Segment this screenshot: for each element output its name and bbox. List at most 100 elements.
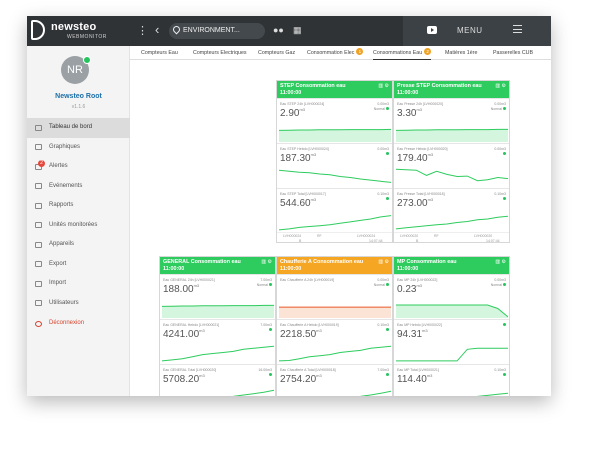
sensor-sparkline[interactable] [162,387,274,396]
user-name[interactable]: Newsteo Root [55,93,102,100]
sensor-value: 179.40m3 [397,152,433,164]
sensor-sparkline[interactable] [396,297,508,318]
sensor-row[interactable]: Eau MP Total [LVH000021] 114.40m3 0.10m3 [394,364,509,396]
sensor-row[interactable]: Eau STEP Hebdo [LVH000024] 187.30m3 0.00m3 [277,143,392,188]
tab-5[interactable]: Consommations Eau 2 [373,46,432,60]
menu-area: MENU [403,16,551,46]
tab-6[interactable]: Matières 1ère [445,46,477,60]
sidebar-item-3[interactable]: 2 Alertes [27,157,130,177]
sensor-sparkline[interactable] [279,297,391,318]
sensor-sparkline[interactable] [396,342,508,363]
sidebar-item-6[interactable]: Unités monitorées [27,216,130,236]
sensor-status: 7.00m3 Normal [257,278,272,288]
sensor-row[interactable]: Eau Presse Total [LVH000018] 273.00m3 0.10… [394,188,509,233]
sensor-sparkline[interactable] [162,342,274,363]
app-window: newsteo WEBMONITOR ⋮ ‹ ENVIRONMENT... ●●… [27,16,551,396]
footer-item: LVH000024 [357,234,376,238]
tab-7[interactable]: Passerelles CUB [493,46,533,60]
widget-card[interactable]: Chaufferie A Consommation eau 11:00:00 ▥ ⚙… [276,256,393,396]
widget-card[interactable]: GENERAL Consommation eau 11:00:00 ▥ ⚙ Eau G… [159,256,276,396]
sensor-sparkline[interactable] [279,166,391,187]
chart-icon[interactable]: ▥ [495,259,501,265]
sensor-label: Eau Chaufferie A Total [LVH000018] [280,368,336,372]
tab-1[interactable]: Compteurs Eau [141,46,178,60]
sensor-row[interactable]: Eau GENERAL 24h [LVH000021] 188.00m3 7.00m… [160,274,275,319]
sidebar-item-10[interactable]: Utilisateurs [27,294,130,314]
sensor-sparkline[interactable] [396,387,508,396]
sensor-sparkline[interactable] [279,387,391,396]
sensor-label: Eau MP Hebdo [LVH000022] [397,323,442,327]
sensor-row[interactable]: Eau GENERAL Total [LVH000020] 5708.20m3 16… [160,364,275,396]
widget-card[interactable]: MP Consommation eau 11:00:00 ▥ ⚙ Eau MP 24h… [393,256,510,396]
sensor-row[interactable]: Eau Chaufferie A Hebdo [LVH000019] 2218.5… [277,319,392,364]
settings-icon[interactable]: ⚙ [383,83,390,89]
sidebar-item-4[interactable]: Evénements [27,177,130,197]
chart-icon[interactable]: ▥ [378,83,384,89]
widget-card[interactable]: STEP Consommation eau 11:00:00 ▥ ⚙ Eau STEP… [276,80,393,243]
sensor-sparkline[interactable] [279,342,391,363]
footer-item: LVH000020 [400,234,419,238]
tab-2[interactable]: Compteurs Electriques [193,46,247,60]
sparkline-line [396,215,508,230]
sidebar-item-5[interactable]: Rapports [27,196,130,216]
settings-icon[interactable]: ⚙ [500,83,507,89]
video-icon[interactable] [427,26,437,34]
settings-icon[interactable]: ⚙ [500,259,507,265]
sensor-sparkline[interactable] [279,211,391,232]
sidebar-item-8[interactable]: Export [27,255,130,275]
sidebar-item-7[interactable]: Appareils [27,235,130,255]
card-time: 11:00:00 [397,89,419,96]
online-status-dot [83,56,91,64]
tab-4[interactable]: Consommation Elec 1 [307,46,364,60]
sensor-row[interactable]: Eau STEP 24h [LVH000024] 2.90m3 0.00m3 Norm… [277,98,392,143]
status-dot-icon [503,152,506,155]
sensor-value: 2.90m3 [280,107,305,119]
sensor-row[interactable]: Eau MP 24h [LVH000022] 0.23m3 0.00m3 Normal [394,274,509,319]
sidebar-item-1[interactable]: Tableau de bord [27,118,130,138]
sensor-row[interactable]: Eau Presse Hebdo [LVH000020] 179.40m3 0.00… [394,143,509,188]
sparkline-line [279,128,391,131]
chart-icon[interactable]: ▥ [261,259,267,265]
status-dot-icon [386,373,389,376]
settings-icon[interactable]: ⚙ [266,259,273,265]
tab-3[interactable]: Compteurs Gaz [258,46,295,60]
sensor-threshold: 0.10m3 [494,192,506,196]
trash-icon[interactable]: ▦ [293,25,302,35]
widget-card[interactable]: Presse STEP Consommation eau 11:00:00 ▥ ⚙ E… [393,80,510,243]
sensor-sparkline[interactable] [396,121,508,142]
menu-label[interactable]: MENU [457,26,483,35]
sparkline-area [396,129,508,142]
sensor-row[interactable]: Eau Chaufferie A Total [LVH000018] 2754.2… [277,364,392,396]
card-time: 11:00:00 [280,89,302,96]
chart-icon[interactable]: ▥ [378,259,384,265]
sensor-row[interactable]: Eau MP Hebdo [LVH000022] 94.31m3 [394,319,509,364]
sensor-unit: m3 [199,373,205,378]
card-title: STEP Consommation eau [280,82,346,89]
sensor-row[interactable]: Eau Presse 24h [LVH000020] 3.30m3 0.00m3 No… [394,98,509,143]
footer-item: LVH000020 [474,234,493,238]
chevron-left-icon[interactable]: ‹ [155,22,160,37]
sensor-unit: m3 [426,373,433,378]
sensor-row[interactable]: Eau Chaufferie A 24h [LVH000019] 0.00m3 No… [277,274,392,319]
sensor-row[interactable]: Eau GENERAL Hebdo [LVH000021] 4241.00m3 7.… [160,319,275,364]
logo[interactable]: newsteo WEBMONITOR [31,20,131,42]
sensor-row[interactable]: Eau STEP Total [LVH000017] 544.60m3 0.10m3 [277,188,392,233]
sensor-sparkline[interactable] [396,211,508,232]
settings-icon[interactable]: ⚙ [383,259,390,265]
sensor-status: 0.10m3 [377,323,389,333]
sidebar-item-11[interactable]: Déconnexion [27,314,130,334]
chart-icon[interactable]: ▥ [495,83,501,89]
logo-subtitle: WEBMONITOR [67,34,107,40]
sensor-label: Eau MP 24h [LVH000022] [397,278,438,282]
hamburger-icon[interactable] [513,25,522,33]
sparkline-line [162,304,274,307]
sensor-sparkline[interactable] [162,297,274,318]
sidebar-item-9[interactable]: Import [27,274,130,294]
sensor-sparkline[interactable] [279,121,391,142]
more-vert-icon[interactable]: ⋮ [137,25,148,37]
environment-selector[interactable]: ENVIRONMENT... [169,23,265,39]
users-icon[interactable]: ●● [273,25,284,35]
sensor-label: Eau Presse Total [LVH000018] [397,192,445,196]
sidebar-item-2[interactable]: Graphiques [27,138,130,158]
sensor-sparkline[interactable] [396,166,508,187]
